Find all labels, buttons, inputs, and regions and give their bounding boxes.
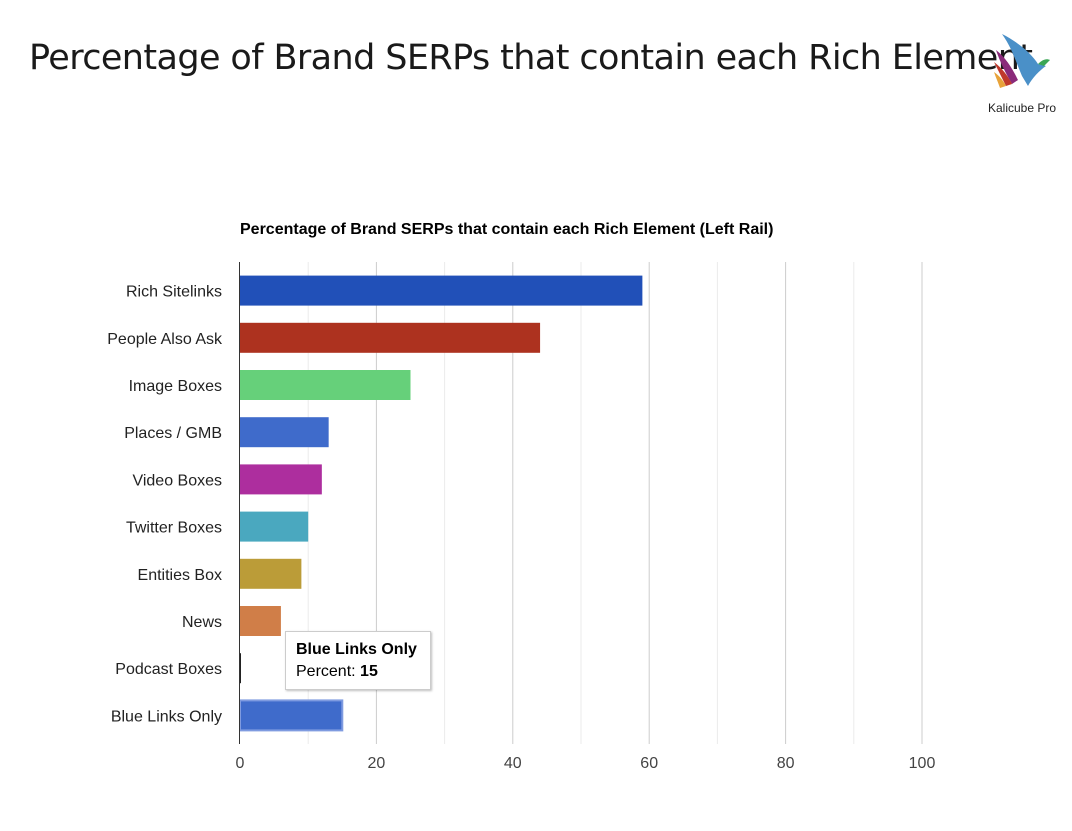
- tooltip-value-line: Percent: 15: [296, 663, 378, 681]
- x-tick-label: 40: [504, 755, 522, 772]
- tooltip-value: 15: [360, 663, 378, 680]
- tooltip-title: Blue Links Only: [296, 641, 417, 658]
- x-tick-label: 20: [368, 755, 386, 772]
- x-tick-label: 60: [640, 755, 658, 772]
- category-label: Entities Box: [138, 567, 222, 584]
- logo-text: Kalicube Pro: [987, 101, 1057, 115]
- category-label: News: [182, 614, 222, 631]
- chart-tooltip: Blue Links Only Percent: 15: [285, 631, 431, 690]
- bar-people-also-ask[interactable]: [240, 322, 541, 353]
- x-tick-label: 80: [777, 755, 795, 772]
- bar-video-boxes[interactable]: [240, 464, 322, 495]
- bar-podcast-boxes[interactable]: [240, 653, 241, 684]
- bar-image-boxes[interactable]: [240, 370, 411, 400]
- bar-blue-links-only[interactable]: [239, 699, 344, 732]
- bar-rich-sitelinks[interactable]: [240, 275, 643, 306]
- bar-entities-box[interactable]: [240, 558, 302, 589]
- category-label: People Also Ask: [107, 331, 223, 348]
- category-label: Blue Links Only: [111, 708, 222, 725]
- category-label: Rich Sitelinks: [126, 284, 222, 301]
- category-label: Twitter Boxes: [126, 520, 222, 537]
- bar-news[interactable]: [240, 606, 281, 636]
- category-label: Video Boxes: [132, 472, 222, 489]
- bird-logo-icon: [994, 34, 1050, 88]
- bar-twitter-boxes[interactable]: [240, 511, 309, 542]
- x-tick-label: 100: [909, 755, 936, 772]
- bar-places-gmb[interactable]: [240, 417, 329, 448]
- category-label: Image Boxes: [129, 378, 222, 395]
- tooltip-label: Percent:: [296, 663, 356, 680]
- page-title: Percentage of Brand SERPs that contain e…: [29, 38, 1033, 78]
- chart-title: Percentage of Brand SERPs that contain e…: [240, 221, 773, 238]
- category-label: Podcast Boxes: [115, 661, 222, 678]
- x-tick-label: 0: [236, 755, 245, 772]
- category-label: Places / GMB: [124, 425, 222, 442]
- kalicube-logo: Kalicube Pro: [982, 28, 1062, 123]
